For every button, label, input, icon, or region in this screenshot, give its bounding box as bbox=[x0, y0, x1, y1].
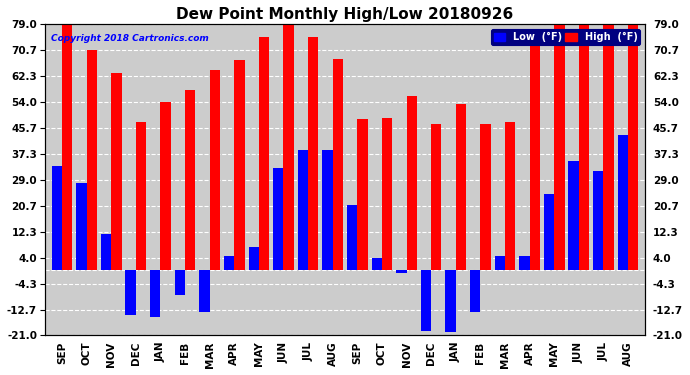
Bar bbox=[259, 37, 269, 270]
Bar bbox=[554, 24, 564, 270]
Bar bbox=[298, 150, 308, 270]
Bar bbox=[234, 60, 244, 270]
Bar bbox=[495, 256, 505, 270]
Bar bbox=[86, 50, 97, 270]
Text: Copyright 2018 Cartronics.com: Copyright 2018 Cartronics.com bbox=[50, 34, 208, 43]
Title: Dew Point Monthly High/Low 20180926: Dew Point Monthly High/Low 20180926 bbox=[177, 7, 513, 22]
Bar bbox=[406, 96, 417, 270]
Bar bbox=[569, 161, 579, 270]
Bar bbox=[210, 70, 220, 270]
Bar bbox=[446, 270, 456, 332]
Bar bbox=[160, 102, 170, 270]
Bar bbox=[372, 258, 382, 270]
Bar bbox=[284, 24, 294, 270]
Bar bbox=[101, 234, 111, 270]
Bar bbox=[530, 37, 540, 270]
Bar bbox=[470, 270, 480, 312]
Bar bbox=[456, 104, 466, 270]
Bar bbox=[480, 124, 491, 270]
Bar bbox=[136, 123, 146, 270]
Bar bbox=[628, 24, 638, 270]
Bar bbox=[593, 171, 604, 270]
Legend: Low  (°F), High  (°F): Low (°F), High (°F) bbox=[491, 29, 640, 45]
Bar bbox=[62, 24, 72, 270]
Bar bbox=[333, 59, 343, 270]
Bar bbox=[308, 37, 318, 270]
Bar bbox=[357, 119, 368, 270]
Bar bbox=[579, 24, 589, 270]
Bar bbox=[76, 183, 86, 270]
Bar bbox=[382, 118, 392, 270]
Bar bbox=[396, 270, 406, 273]
Bar bbox=[322, 150, 333, 270]
Bar bbox=[544, 194, 554, 270]
Bar bbox=[52, 166, 62, 270]
Bar bbox=[224, 256, 234, 270]
Bar bbox=[618, 135, 628, 270]
Bar bbox=[421, 270, 431, 331]
Bar bbox=[150, 270, 160, 317]
Bar bbox=[604, 24, 614, 270]
Bar bbox=[185, 90, 195, 270]
Bar bbox=[347, 205, 357, 270]
Bar bbox=[111, 73, 121, 270]
Bar bbox=[273, 168, 284, 270]
Bar bbox=[248, 247, 259, 270]
Bar bbox=[520, 256, 530, 270]
Bar bbox=[199, 270, 210, 312]
Bar bbox=[431, 124, 442, 270]
Bar bbox=[175, 270, 185, 295]
Bar bbox=[126, 270, 136, 315]
Bar bbox=[505, 123, 515, 270]
